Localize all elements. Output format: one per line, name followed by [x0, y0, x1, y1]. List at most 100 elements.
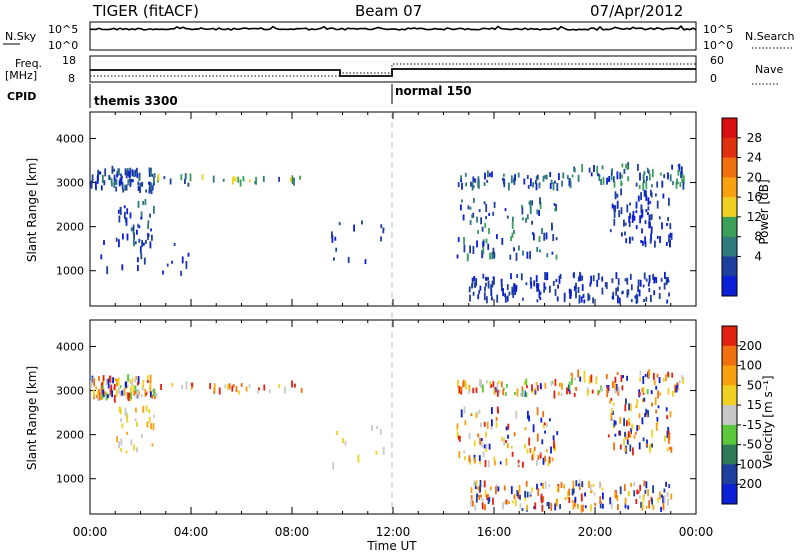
- colorbar-tick-label: -15: [742, 418, 762, 432]
- data-point: [630, 482, 632, 487]
- data-point: [488, 443, 491, 450]
- data-point: [268, 389, 271, 394]
- colorbar-tick-label: 50: [747, 378, 762, 392]
- data-point: [472, 176, 475, 183]
- data-point: [469, 294, 471, 302]
- data-point: [460, 175, 462, 180]
- data-point: [494, 460, 496, 466]
- data-point: [679, 182, 682, 188]
- data-point: [127, 393, 130, 401]
- data-point: [514, 499, 517, 507]
- data-point: [527, 184, 530, 189]
- data-point: [119, 206, 122, 215]
- data-point: [185, 261, 188, 269]
- data-point: [290, 177, 292, 183]
- data-point: [658, 216, 661, 220]
- data-point: [93, 378, 96, 387]
- data-point: [106, 266, 109, 275]
- data-point: [679, 380, 681, 384]
- data-point: [589, 282, 592, 287]
- data-point: [146, 421, 149, 428]
- colorbar-frame: [721, 117, 738, 297]
- data-point: [511, 221, 514, 230]
- data-point: [539, 383, 542, 390]
- data-point: [655, 385, 658, 390]
- data-point: [681, 375, 683, 380]
- data-point: [489, 487, 492, 492]
- data-point: [472, 212, 475, 218]
- data-point: [580, 504, 583, 513]
- data-point: [535, 275, 538, 283]
- data-point: [651, 169, 654, 178]
- data-point: [255, 176, 257, 185]
- data-point: [544, 174, 547, 179]
- data-point: [661, 180, 664, 188]
- data-point: [476, 411, 479, 418]
- data-point: [525, 378, 528, 386]
- data-point: [557, 284, 559, 289]
- data-point: [540, 493, 543, 498]
- data-point: [525, 480, 528, 487]
- data-point: [672, 181, 674, 186]
- data-point: [667, 217, 669, 222]
- data-point: [577, 276, 580, 282]
- data-point: [515, 284, 518, 291]
- data-point: [503, 485, 506, 491]
- data-point: [610, 412, 613, 420]
- plot-title: TIGER (fitACF): [92, 2, 199, 20]
- data-point: [478, 495, 481, 500]
- data-point: [529, 206, 532, 214]
- colorbar-segment: [722, 118, 737, 139]
- data-point: [523, 388, 525, 396]
- data-point: [480, 422, 482, 428]
- data-point: [648, 274, 651, 283]
- data-point: [614, 376, 617, 383]
- data-point: [665, 277, 668, 285]
- data-point: [484, 172, 486, 180]
- data-point: [494, 387, 497, 393]
- data-point: [508, 182, 510, 191]
- data-point: [668, 197, 670, 206]
- data-point: [138, 225, 141, 229]
- data-point: [635, 210, 638, 214]
- data-point: [628, 422, 631, 426]
- data-point: [593, 165, 595, 172]
- data-point: [628, 417, 630, 424]
- data-point: [503, 173, 505, 177]
- data-point: [516, 274, 519, 279]
- cpid-segment-themis: themis 3300: [94, 94, 178, 108]
- colorbar-segment: [722, 236, 737, 257]
- data-point: [117, 377, 120, 386]
- data-point: [662, 496, 664, 504]
- data-point: [567, 490, 569, 499]
- data-point: [163, 176, 166, 180]
- data-point: [531, 200, 533, 206]
- data-point: [116, 170, 119, 176]
- data-point: [580, 493, 583, 502]
- data-point: [624, 222, 627, 226]
- data-point: [623, 168, 626, 174]
- data-point: [121, 390, 124, 396]
- data-point: [140, 253, 143, 260]
- data-point: [626, 204, 629, 213]
- data-point: [599, 481, 601, 489]
- data-point: [115, 178, 118, 185]
- data-point: [111, 182, 113, 187]
- data-point: [543, 232, 546, 241]
- data-point: [536, 299, 539, 303]
- data-point: [581, 275, 584, 281]
- data-point: [463, 237, 465, 245]
- data-point: [151, 185, 154, 191]
- data-point: [546, 253, 549, 258]
- data-point: [224, 384, 227, 389]
- data-point: [114, 378, 117, 382]
- data-point: [645, 413, 648, 418]
- data-point: [533, 233, 535, 241]
- data-point: [109, 176, 112, 180]
- data-point: [665, 241, 668, 246]
- data-point: [151, 443, 154, 447]
- data-point: [588, 294, 591, 300]
- data-point: [475, 480, 478, 487]
- data-point: [492, 211, 495, 216]
- data-point: [134, 241, 137, 245]
